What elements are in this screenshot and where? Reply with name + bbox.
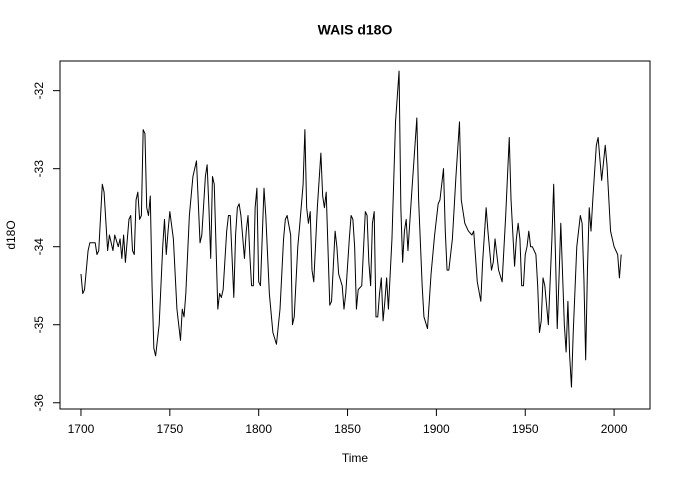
x-axis-label: Time bbox=[342, 451, 369, 465]
y-tick-label: -35 bbox=[32, 316, 46, 334]
x-tick-label: 1700 bbox=[68, 422, 95, 436]
x-tick-label: 1800 bbox=[245, 422, 272, 436]
y-tick-label: -34 bbox=[32, 238, 46, 256]
x-tick-label: 2000 bbox=[601, 422, 628, 436]
x-tick-label: 1950 bbox=[512, 422, 539, 436]
y-tick-label: -32 bbox=[32, 82, 46, 100]
x-tick-label: 1900 bbox=[423, 422, 450, 436]
y-axis-label: d18O bbox=[4, 220, 18, 249]
x-tick-label: 1850 bbox=[334, 422, 361, 436]
chart-title: WAIS d18O bbox=[318, 22, 393, 38]
y-tick-label: -36 bbox=[32, 394, 46, 412]
y-tick-label: -33 bbox=[32, 160, 46, 178]
data-line bbox=[80, 70, 622, 388]
x-tick-label: 1750 bbox=[156, 422, 183, 436]
